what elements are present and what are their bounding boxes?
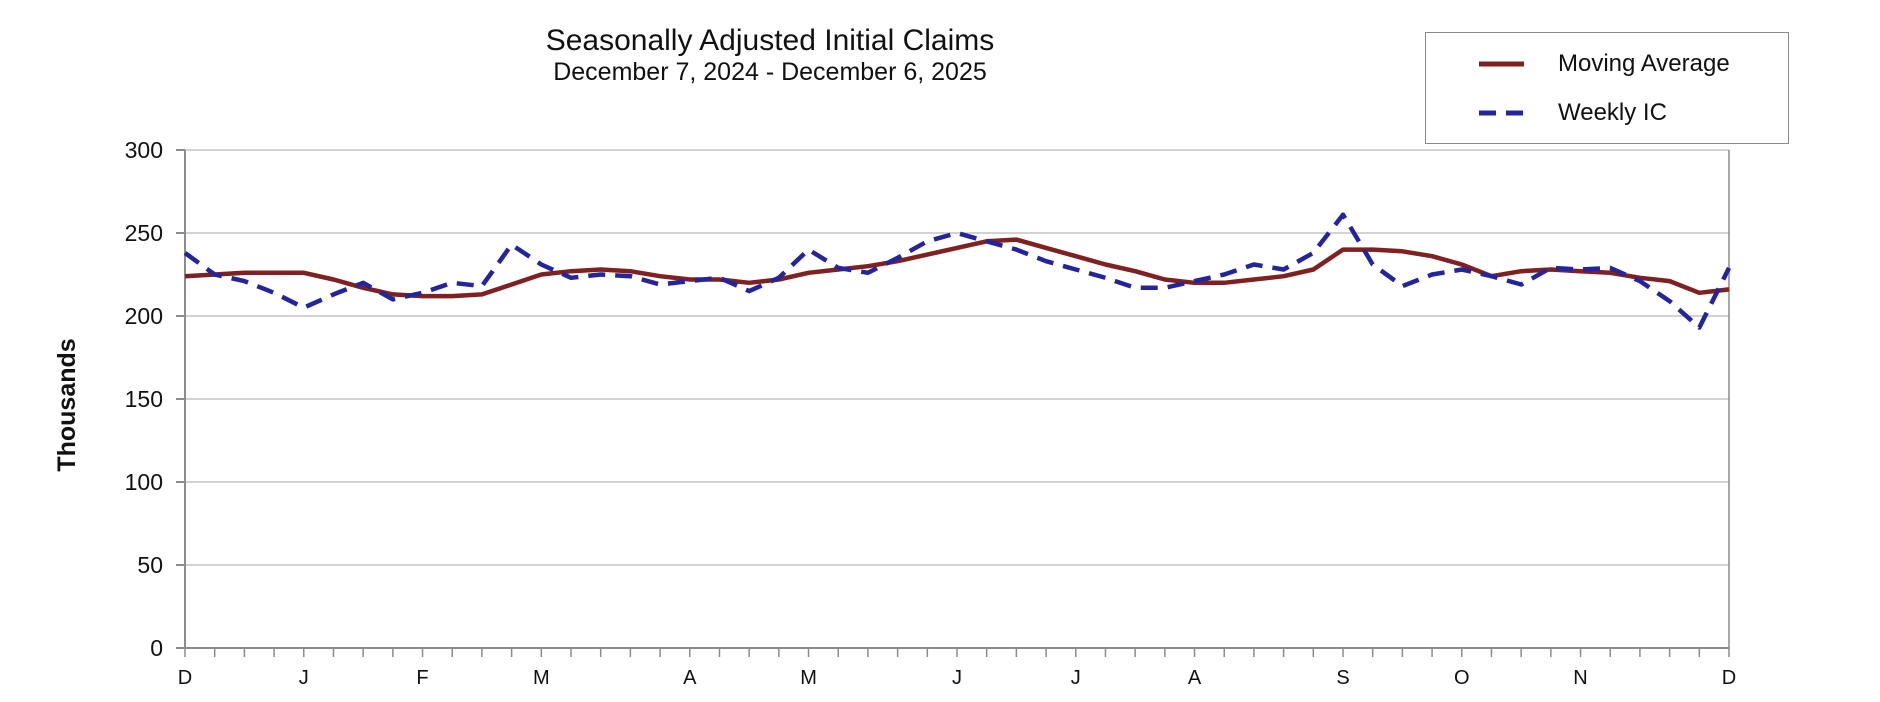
legend-label-weekly-ic: Weekly IC	[1558, 98, 1667, 126]
moving-average-line-sample	[1479, 61, 1524, 66]
x-tick-label: J	[299, 667, 309, 689]
x-tick-label: J	[952, 667, 962, 689]
x-tick-label: A	[683, 667, 697, 689]
legend: Moving Average Weekly IC	[1425, 32, 1789, 144]
x-tick-label: O	[1454, 667, 1470, 689]
x-tick-label: D	[178, 667, 192, 689]
y-tick-label: 0	[150, 635, 163, 661]
x-tick-label: N	[1573, 667, 1587, 689]
x-tick-label: J	[1071, 667, 1081, 689]
legend-item-weekly-ic: Weekly IC	[1476, 93, 1788, 133]
weekly-ic-line-sample	[1479, 110, 1532, 115]
chart-header: Seasonally Adjusted Initial Claims Decem…	[185, 24, 1355, 87]
chart-title: Seasonally Adjusted Initial Claims	[545, 24, 995, 57]
y-tick-label: 50	[137, 552, 163, 578]
legend-label-moving-average: Moving Average	[1558, 49, 1730, 77]
y-tick-label: 200	[125, 303, 163, 329]
x-tick-label: A	[1188, 667, 1202, 689]
weekly-ic-line	[183, 212, 1732, 330]
y-tick-label: 300	[125, 137, 163, 163]
x-tick-label: M	[800, 667, 817, 689]
y-axis-title: Thousands	[53, 338, 81, 471]
legend-item-moving-average: Moving Average	[1476, 44, 1788, 84]
y-tick-label: 100	[125, 469, 163, 495]
x-tick-label: S	[1336, 667, 1349, 689]
y-tick-label: 150	[125, 386, 163, 412]
chart-subtitle: December 7, 2024 - December 6, 2025	[553, 58, 987, 86]
y-tick-label: 250	[125, 220, 163, 246]
x-tick-label: D	[1722, 667, 1736, 689]
x-tick-label: M	[533, 667, 550, 689]
moving-average-line	[184, 237, 1730, 299]
x-tick-label: F	[416, 667, 428, 689]
